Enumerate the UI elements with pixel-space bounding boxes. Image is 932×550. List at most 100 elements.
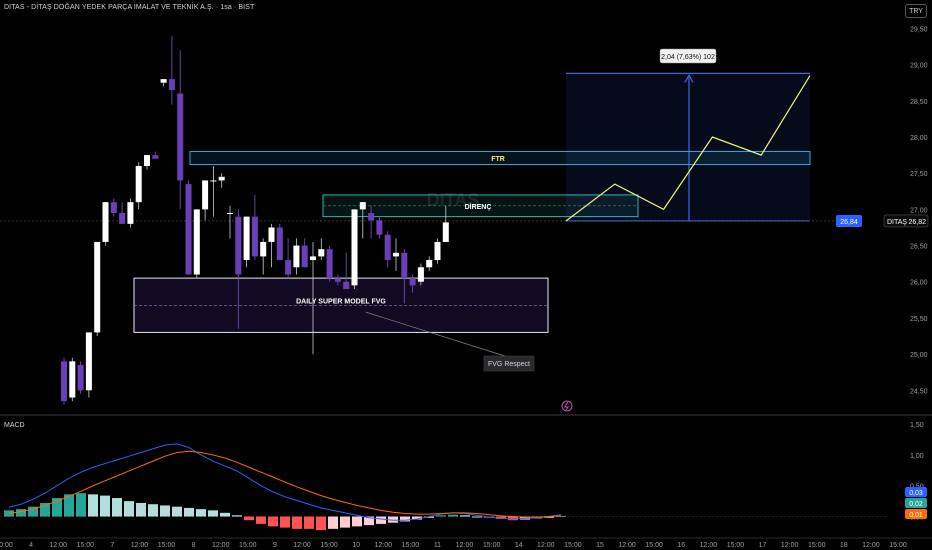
macd-histogram-bar <box>160 505 170 517</box>
chart-title: DITAS - DİTAŞ DOĞAN YEDEK PARÇA İMALAT V… <box>4 4 255 11</box>
x-tick-label: 15:00 <box>483 542 501 549</box>
x-tick-label: 15:00 <box>402 542 420 549</box>
x-tick-label: 12:00 <box>293 542 311 549</box>
macd-histogram-bar <box>76 493 86 517</box>
macd-histogram-bar <box>376 516 386 524</box>
y-tick-label: 28,50 <box>910 99 928 106</box>
macd-histogram-bar <box>64 494 74 517</box>
y-tick-label: 26,00 <box>910 280 928 287</box>
ftr-zone <box>189 150 811 166</box>
y-tick-label: 25,00 <box>910 352 928 359</box>
y-tick-label: 28,00 <box>910 135 928 142</box>
candle-body <box>69 361 76 398</box>
x-tick-label: 15:00 <box>158 542 176 549</box>
macd-y-tick-label: 1,00 <box>910 453 924 460</box>
candle-body <box>85 332 92 391</box>
x-tick-label: 7 <box>110 542 114 549</box>
macd-histogram-bar <box>436 515 446 517</box>
macd-value-label: 0,02 <box>909 501 923 508</box>
x-tick-label: 9 <box>273 542 277 549</box>
x-tick-label: 17 <box>759 542 767 549</box>
candle-body <box>144 155 150 166</box>
candle-body <box>227 213 233 214</box>
macd-histogram-bar <box>400 516 410 522</box>
x-tick-label: 4 <box>29 542 33 549</box>
x-tick-label: 8 <box>192 542 196 549</box>
y-tick-label: 26,50 <box>910 244 928 251</box>
symbol-price-label: 26,82 <box>908 219 926 226</box>
candle-body <box>326 249 333 279</box>
x-tick-label: 12:00 <box>781 542 799 549</box>
measure-arrow-head <box>684 74 694 83</box>
x-tick-label: 00:00 <box>0 542 13 549</box>
macd-histogram-bar <box>232 515 242 517</box>
macd-indicator-label[interactable]: MACD <box>4 422 25 429</box>
fvg-label: DAILY SUPER MODEL FVG <box>296 298 386 305</box>
y-tick-label: 24,50 <box>910 388 928 395</box>
candle-body <box>168 79 175 90</box>
candle-body <box>202 180 209 210</box>
candle-body <box>251 216 258 257</box>
macd-histogram-bar <box>364 516 374 526</box>
candle-body <box>285 260 292 275</box>
x-tick-label: 15:00 <box>77 542 95 549</box>
candle-body <box>152 155 159 159</box>
projection-path <box>565 75 811 222</box>
macd-histogram-bar <box>424 516 434 518</box>
candle-body <box>119 213 126 224</box>
candle-body <box>160 79 167 83</box>
candle-body <box>94 241 101 333</box>
macd-histogram-bar <box>124 501 134 517</box>
candle-body <box>77 364 84 391</box>
candle-body <box>127 202 134 224</box>
fvg-respect-label: FVG Respect <box>488 361 530 368</box>
macd-histogram-bar <box>148 504 158 517</box>
macd-histogram-bar <box>256 516 266 524</box>
x-tick-label: 12:00 <box>700 542 718 549</box>
x-tick-label: 11 <box>434 542 441 549</box>
macd-histogram-bar <box>340 516 350 528</box>
macd-histogram-bar <box>316 516 326 531</box>
macd-histogram-bar <box>172 506 182 517</box>
macd-histogram-bar <box>496 516 506 519</box>
signal-line <box>8 450 562 518</box>
candle-body <box>243 216 250 261</box>
lightning-icon <box>561 400 573 412</box>
y-tick-label: 25,50 <box>910 316 928 323</box>
macd-histogram-bar <box>28 506 38 517</box>
candle-body <box>368 213 375 221</box>
y-tick-label: 27,00 <box>910 207 928 214</box>
macd-histogram-bar <box>352 516 362 527</box>
macd-histogram-bar <box>388 516 398 523</box>
symbol-label: DITAŞ <box>887 219 907 226</box>
x-tick-label: 12:00 <box>537 542 555 549</box>
candle-body <box>434 241 441 261</box>
macd-value-label: 0,01 <box>909 512 923 519</box>
x-tick-label: 18 <box>840 542 848 549</box>
candle-body <box>409 278 416 286</box>
macd-histogram-bar <box>292 516 302 529</box>
measure-label: 2,04 (7,63%) 102 <box>661 54 715 61</box>
macd-histogram-bar <box>52 498 62 517</box>
macd-histogram-bar <box>40 502 50 517</box>
currency-button[interactable]: TRY <box>905 4 927 18</box>
macd-histogram-bar <box>196 509 206 517</box>
x-tick-label: 15:00 <box>564 542 582 549</box>
macd-histogram-bar <box>412 516 422 520</box>
candle-body <box>218 176 225 181</box>
x-tick-label: 12:00 <box>212 542 230 549</box>
direnc-label: DİRENÇ <box>465 203 492 211</box>
candle-body <box>417 267 424 282</box>
macd-value-badge <box>905 498 927 508</box>
candle-body <box>301 245 308 268</box>
symbol-price-badge <box>883 214 929 228</box>
candle-body <box>235 216 242 275</box>
measure-label-box <box>659 48 717 64</box>
candle-body <box>276 227 283 261</box>
candle-body <box>293 245 300 268</box>
macd-histogram-bar <box>508 516 518 521</box>
macd-histogram-bar <box>136 502 146 517</box>
macd-histogram-bar <box>112 498 122 517</box>
candle-body <box>210 180 217 182</box>
